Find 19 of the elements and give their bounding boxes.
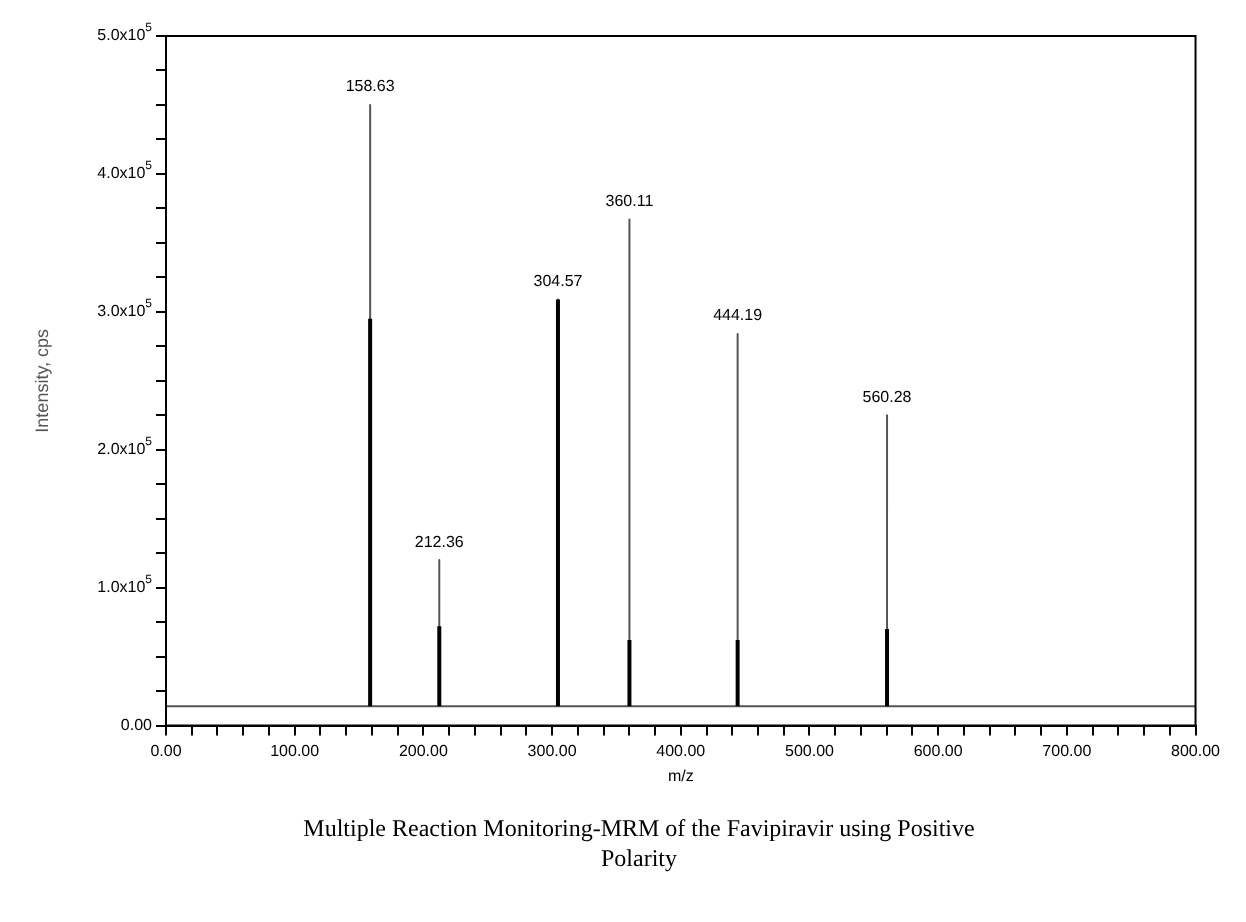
x-tick-label: 800.00: [1171, 741, 1222, 760]
x-tick-label: 400.00: [656, 741, 707, 760]
x-tick-label: 500.00: [784, 741, 836, 760]
x-tick-label: 700.00: [1042, 741, 1093, 760]
annotation: 212.36: [414, 532, 465, 551]
x-tick-label: 600.00: [913, 741, 964, 760]
annotation: 444.19: [713, 306, 764, 325]
x-tick-label: 300.00: [527, 741, 578, 760]
text: Multiple Reaction Monitoring-MRM of the Favipiravir using Positive Polarity: [301, 814, 977, 874]
annotation: 560.28: [862, 387, 913, 406]
annotation: 158.63: [345, 77, 396, 96]
annotation: 304.57: [533, 271, 584, 290]
x-tick-label: 100.00: [270, 741, 321, 760]
x-axis-title: m/z: [667, 766, 694, 785]
y-axis-title: Intensity, cps: [31, 327, 52, 433]
x-tick-label: 200.00: [398, 741, 449, 760]
x-tick-label: 0.00: [150, 741, 183, 760]
annotation: 360.11: [605, 191, 655, 210]
y-tick-label: 0.00: [120, 716, 154, 735]
